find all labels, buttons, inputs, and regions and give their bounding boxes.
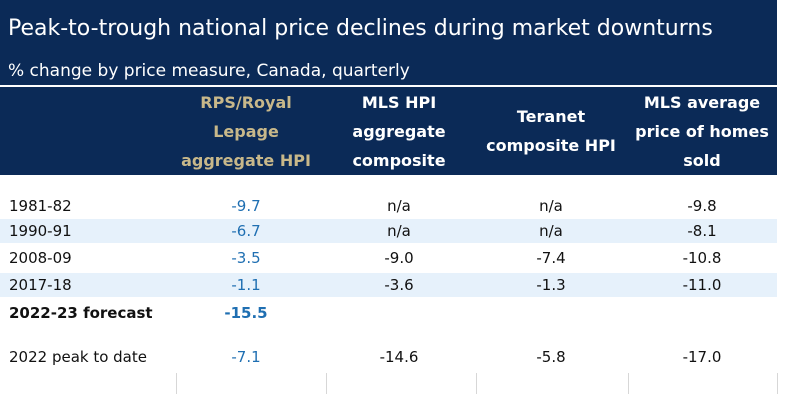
table-cell: -3.6 xyxy=(384,276,414,294)
chart-title: Peak-to-trough national price declines d… xyxy=(8,16,713,41)
table-row: 2017-18 -1.1 -3.6 -1.3 -11.0 xyxy=(0,273,777,297)
column-header-line: MLS average xyxy=(643,92,761,112)
table-row-forecast: 2022-23 forecast -15.5 xyxy=(0,301,777,325)
table-cell: -14.6 xyxy=(379,348,419,366)
column-header-mls-hpi: MLS HPI aggregate composite xyxy=(324,88,474,174)
column-header-mls-average-price: MLS average price of homes sold xyxy=(628,88,776,174)
column-header-teranet: Teranet composite HPI xyxy=(476,88,626,174)
row-label: 2017-18 xyxy=(9,276,72,294)
header-divider xyxy=(0,85,777,87)
column-separator xyxy=(777,373,778,394)
row-label: 2022 peak to date xyxy=(9,348,147,366)
table-cell: -9.8 xyxy=(687,197,717,215)
table-cell xyxy=(324,301,474,325)
column-header-line: MLS HPI xyxy=(361,92,437,112)
table-cell xyxy=(628,301,776,325)
table-cell: -7.4 xyxy=(536,249,566,267)
table-cell: -15.5 xyxy=(224,304,268,322)
column-header-line: composite xyxy=(352,150,446,170)
table-row: 1990-91 -6.7 n/a n/a -8.1 xyxy=(0,219,777,243)
column-header-line: aggregate HPI xyxy=(181,150,311,170)
table-cell: n/a xyxy=(539,222,563,240)
table-row: 1981-82 -9.7 n/a n/a -9.8 xyxy=(0,194,777,218)
column-separator xyxy=(326,373,327,394)
column-separator xyxy=(476,373,477,394)
column-header-line: RPS/Royal xyxy=(200,92,292,112)
column-header-line: composite HPI xyxy=(486,136,616,155)
table-cell: -9.0 xyxy=(384,249,414,267)
table-cell: -1.1 xyxy=(231,276,261,294)
column-header-rps-royal-lepage: RPS/Royal Lepage aggregate HPI xyxy=(170,88,322,174)
table-cell: -11.0 xyxy=(682,276,722,294)
column-separator xyxy=(628,373,629,394)
table-cell: -3.5 xyxy=(231,249,261,267)
table-cell: -8.1 xyxy=(687,222,717,240)
chart-subtitle: % change by price measure, Canada, quart… xyxy=(8,61,410,81)
table-cell: n/a xyxy=(387,197,411,215)
column-header-line: aggregate xyxy=(352,121,446,141)
table-cell: -9.7 xyxy=(231,197,261,215)
row-label: 1981-82 xyxy=(9,197,72,215)
table-cell: -6.7 xyxy=(231,222,261,240)
column-header-line: sold xyxy=(683,150,721,170)
row-label: 2022-23 forecast xyxy=(9,304,153,322)
table-cell: -7.1 xyxy=(231,348,261,366)
column-separator xyxy=(176,373,177,394)
table-cell: -1.3 xyxy=(536,276,566,294)
table-row: 2022 peak to date -7.1 -14.6 -5.8 -17.0 xyxy=(0,345,777,369)
column-header-line: price of homes xyxy=(635,121,769,141)
header-banner: Peak-to-trough national price declines d… xyxy=(0,0,777,175)
table-cell: -10.8 xyxy=(682,249,722,267)
table-row: 2008-09 -3.5 -9.0 -7.4 -10.8 xyxy=(0,246,777,270)
row-label: 2008-09 xyxy=(9,249,72,267)
table-cell: n/a xyxy=(387,222,411,240)
table-cell: -17.0 xyxy=(682,348,722,366)
table-cell: -5.8 xyxy=(536,348,566,366)
table-cell: n/a xyxy=(539,197,563,215)
column-header-line: Teranet xyxy=(516,107,586,126)
table-cell xyxy=(476,301,626,325)
column-header-line: Lepage xyxy=(213,121,279,141)
row-label: 1990-91 xyxy=(9,222,72,240)
